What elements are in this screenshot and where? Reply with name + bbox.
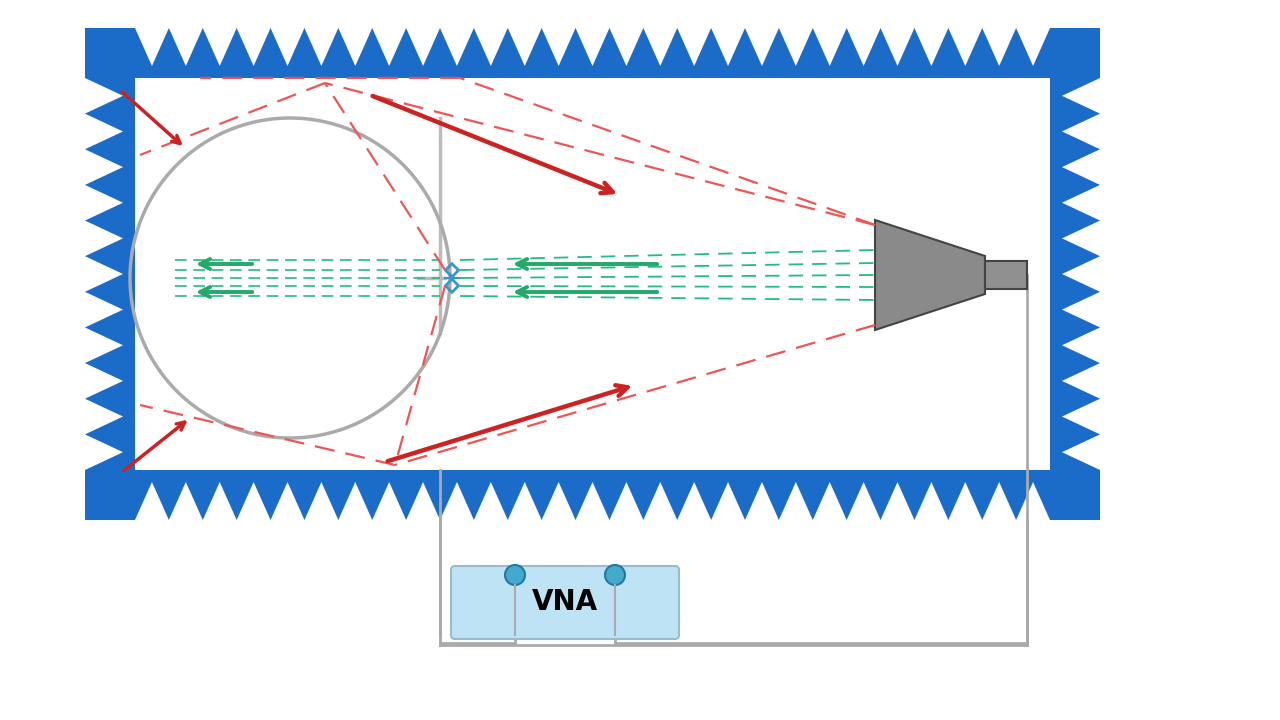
Polygon shape — [1062, 185, 1100, 220]
Polygon shape — [84, 363, 123, 399]
Polygon shape — [508, 28, 541, 66]
Polygon shape — [84, 149, 123, 185]
Polygon shape — [84, 220, 123, 256]
Polygon shape — [677, 28, 712, 66]
Polygon shape — [1062, 149, 1100, 185]
Polygon shape — [270, 28, 305, 66]
Polygon shape — [84, 256, 123, 292]
Polygon shape — [305, 28, 338, 66]
Polygon shape — [202, 482, 237, 520]
Polygon shape — [372, 482, 406, 520]
Polygon shape — [813, 28, 846, 66]
Polygon shape — [712, 482, 745, 520]
Polygon shape — [1062, 399, 1100, 434]
Bar — [84, 28, 1100, 520]
Polygon shape — [846, 482, 881, 520]
Polygon shape — [1062, 220, 1100, 256]
Polygon shape — [338, 28, 372, 66]
Polygon shape — [1062, 256, 1100, 292]
Polygon shape — [169, 28, 202, 66]
Polygon shape — [1062, 114, 1100, 149]
Polygon shape — [1062, 363, 1100, 399]
Polygon shape — [134, 28, 169, 66]
Polygon shape — [780, 28, 813, 66]
Polygon shape — [84, 114, 123, 149]
Polygon shape — [270, 482, 305, 520]
Bar — [134, 78, 1050, 470]
Bar — [986, 261, 1027, 289]
Polygon shape — [846, 28, 881, 66]
Circle shape — [506, 565, 525, 585]
Polygon shape — [813, 482, 846, 520]
Polygon shape — [982, 482, 1016, 520]
Polygon shape — [406, 482, 440, 520]
Polygon shape — [745, 28, 780, 66]
Polygon shape — [876, 220, 986, 330]
Polygon shape — [609, 28, 644, 66]
Polygon shape — [440, 28, 474, 66]
Polygon shape — [84, 399, 123, 434]
Polygon shape — [745, 482, 780, 520]
Polygon shape — [202, 28, 237, 66]
Polygon shape — [237, 482, 270, 520]
Polygon shape — [440, 482, 474, 520]
Polygon shape — [1062, 78, 1100, 114]
Polygon shape — [84, 328, 123, 363]
Polygon shape — [644, 28, 677, 66]
Polygon shape — [881, 482, 914, 520]
Polygon shape — [508, 482, 541, 520]
Polygon shape — [474, 482, 508, 520]
Polygon shape — [576, 482, 609, 520]
Polygon shape — [406, 28, 440, 66]
Polygon shape — [914, 28, 948, 66]
Polygon shape — [237, 28, 270, 66]
Polygon shape — [576, 28, 609, 66]
Polygon shape — [609, 482, 644, 520]
FancyBboxPatch shape — [451, 566, 678, 639]
Polygon shape — [84, 185, 123, 220]
Polygon shape — [541, 482, 576, 520]
Polygon shape — [84, 78, 123, 114]
Polygon shape — [1016, 28, 1050, 66]
Circle shape — [605, 565, 625, 585]
Polygon shape — [474, 28, 508, 66]
Polygon shape — [84, 292, 123, 328]
Polygon shape — [914, 482, 948, 520]
Polygon shape — [84, 434, 123, 470]
Text: VNA: VNA — [532, 588, 598, 616]
Polygon shape — [982, 28, 1016, 66]
Polygon shape — [169, 482, 202, 520]
Polygon shape — [134, 482, 169, 520]
Polygon shape — [780, 482, 813, 520]
Polygon shape — [881, 28, 914, 66]
Polygon shape — [677, 482, 712, 520]
Polygon shape — [948, 28, 982, 66]
Polygon shape — [372, 28, 406, 66]
Polygon shape — [644, 482, 677, 520]
Polygon shape — [541, 28, 576, 66]
Polygon shape — [1062, 328, 1100, 363]
Polygon shape — [948, 482, 982, 520]
Polygon shape — [1016, 482, 1050, 520]
Polygon shape — [305, 482, 338, 520]
Polygon shape — [1062, 434, 1100, 470]
Polygon shape — [1062, 292, 1100, 328]
Polygon shape — [712, 28, 745, 66]
Polygon shape — [338, 482, 372, 520]
